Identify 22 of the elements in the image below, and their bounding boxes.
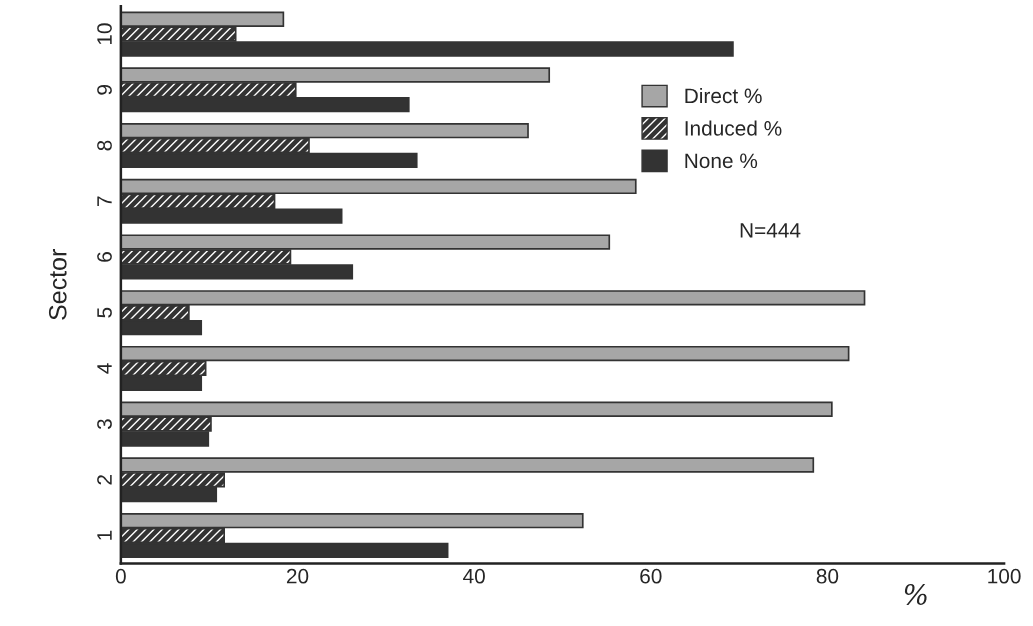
x-tick-label: 40 xyxy=(463,568,485,584)
y-tick-label: 3 xyxy=(97,419,112,430)
y-tick-label: 4 xyxy=(97,363,112,374)
y-tick-label: 8 xyxy=(97,140,112,151)
legend-label: Induced % xyxy=(685,120,782,136)
y-tick-label: 7 xyxy=(97,196,112,206)
y-tick-label: 2 xyxy=(97,475,112,485)
x-tick-label: 20 xyxy=(286,568,309,584)
x-tick-label: 100 xyxy=(988,568,1021,584)
annotation: N=444 xyxy=(740,223,801,238)
legend-label: None % xyxy=(685,153,758,169)
x-tick-label: 0 xyxy=(115,568,126,584)
x-tick-label: 80 xyxy=(816,568,839,584)
x-axis-title: % xyxy=(904,583,927,605)
x-tick-label: 60 xyxy=(640,568,662,584)
y-tick-label: 6 xyxy=(97,252,112,262)
y-tick-label: 10 xyxy=(97,23,112,45)
legend-label: Direct % xyxy=(685,87,762,104)
y-axis-title: Sector xyxy=(48,249,67,320)
y-tick-label: 1 xyxy=(97,530,112,540)
y-tick-label: 5 xyxy=(97,307,112,318)
y-tick-label: 9 xyxy=(97,85,112,95)
